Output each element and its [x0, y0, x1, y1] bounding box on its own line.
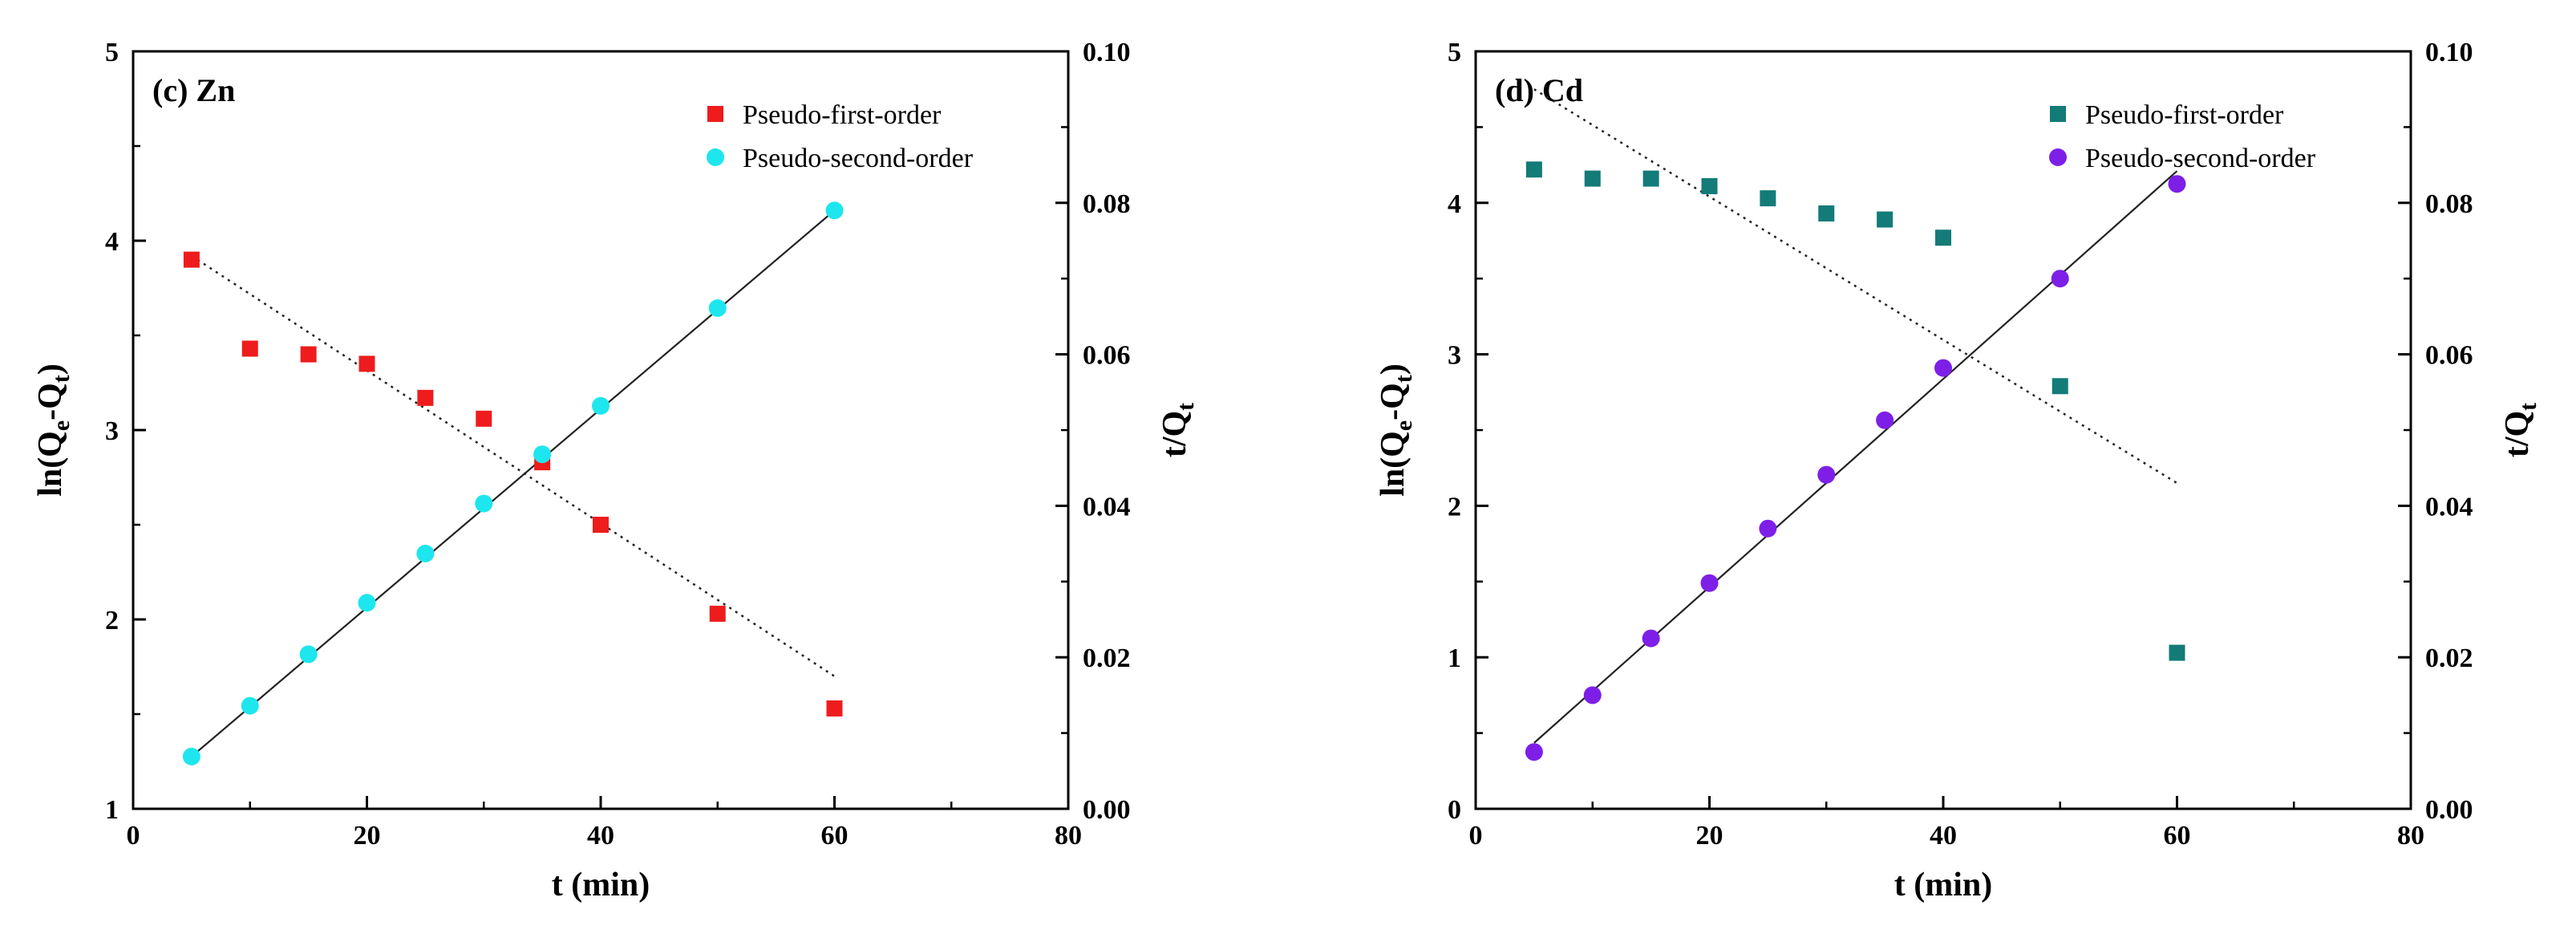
y-left-tick-label: 4: [1448, 189, 1461, 219]
x-tick-label: 80: [1055, 821, 1082, 851]
data-point: [476, 410, 492, 427]
data-point: [1642, 629, 1660, 648]
y-left-tick-label: 5: [1448, 38, 1461, 67]
legend-marker: [2049, 148, 2067, 166]
x-tick-label: 60: [2164, 821, 2191, 851]
data-point: [1876, 411, 1894, 429]
legend-label: Pseudo-first-order: [2085, 100, 2284, 130]
data-point: [2168, 175, 2186, 193]
data-point: [1583, 686, 1602, 704]
y-right-axis-title: t/Qt: [2499, 403, 2542, 457]
y-right-tick-label: 0.06: [2425, 341, 2473, 371]
y-right-tick-label: 0.02: [2425, 644, 2473, 673]
y-right-tick-label: 0.00: [1083, 795, 1131, 825]
data-point: [2169, 644, 2185, 661]
data-point: [1818, 205, 1835, 222]
y-left-axis-title: ln(Qe-Qt): [1375, 363, 1417, 497]
data-point: [708, 299, 727, 318]
y-right-tick-label: 0.10: [2425, 38, 2473, 67]
y-right-tick-label: 0.08: [2425, 189, 2473, 219]
legend-label: Pseudo-second-order: [743, 144, 974, 173]
legend-label: Pseudo-first-order: [743, 100, 942, 130]
x-tick-label: 0: [127, 821, 140, 851]
data-point: [1760, 190, 1776, 207]
legend-marker: [707, 106, 723, 122]
y-right-tick-label: 0.06: [1083, 341, 1131, 371]
y-right-tick-label: 0.10: [1083, 38, 1131, 67]
y-left-tick-label: 1: [105, 795, 119, 825]
data-point: [241, 696, 259, 715]
data-point: [709, 605, 726, 622]
series-first-order: [1525, 161, 2185, 661]
chart-panel-zn: 0 20 40 60 80 1 2 3 4 5 0.00 0.02 0.04 0.06 0.08 0.10 t …: [32, 38, 1199, 903]
data-point: [358, 594, 376, 612]
y-right-tick-label: 0.04: [1083, 492, 1131, 522]
data-point: [300, 346, 317, 363]
y-right-tick-label: 0.02: [1083, 644, 1131, 673]
data-point: [1935, 229, 1951, 246]
data-point: [2051, 378, 2068, 395]
fit-line-second-order: [191, 209, 836, 757]
y-right-tick-label: 0.08: [1083, 189, 1131, 219]
data-point: [299, 645, 318, 664]
x-tick-label: 40: [587, 821, 614, 851]
y-right-tick-label: 0.04: [2425, 492, 2473, 522]
data-point: [1642, 170, 1659, 187]
data-point: [417, 389, 434, 406]
data-point: [1759, 519, 1777, 538]
data-point: [1877, 211, 1894, 228]
series-second-order: [182, 201, 844, 765]
y-left-tick-label: 2: [1448, 492, 1461, 522]
x-tick-label: 60: [821, 821, 849, 851]
data-point: [1701, 178, 1718, 195]
data-point: [182, 747, 200, 765]
data-point: [1700, 574, 1719, 592]
x-tick-label: 20: [354, 821, 381, 851]
y-left-tick-label: 4: [105, 227, 119, 257]
series-second-order: [1525, 175, 2186, 761]
data-point: [183, 251, 200, 268]
data-point: [533, 445, 552, 464]
data-point: [1584, 170, 1601, 187]
data-point: [358, 355, 375, 372]
data-point: [241, 340, 258, 357]
y-right-axis-title: t/Qt: [1156, 403, 1199, 457]
x-tick-label: 80: [2397, 821, 2424, 851]
chart-panel-cd: 0 20 40 60 80 0 1 2 3 4 5 0.00 0.02 0.04 0.06 0.08 0.10 t…: [1375, 38, 2542, 903]
data-point: [1525, 161, 1542, 178]
data-point: [593, 517, 609, 533]
y-left-tick-label: 3: [105, 416, 119, 446]
data-point: [826, 700, 843, 717]
y-left-tick-label: 5: [105, 38, 119, 67]
data-point: [592, 396, 610, 415]
y-left-tick-label: 0: [1448, 795, 1461, 825]
x-axis-title: t (min): [1894, 867, 1992, 903]
x-tick-label: 40: [1930, 821, 1957, 851]
data-point: [1525, 743, 1543, 761]
y-left-tick-label: 1: [1448, 644, 1461, 673]
y-left-tick-label: 2: [105, 606, 119, 635]
y-left-axis-title: ln(Qe-Qt): [32, 363, 75, 497]
data-point: [475, 494, 493, 513]
x-tick-label: 0: [1469, 821, 1483, 851]
data-point: [2051, 270, 2069, 288]
panel-label: (c) Zn: [152, 72, 235, 108]
legend-label: Pseudo-second-order: [2085, 144, 2316, 173]
x-axis-title: t (min): [552, 867, 650, 903]
data-point: [1817, 465, 1836, 484]
y-left-tick-label: 3: [1448, 341, 1461, 371]
y-right-tick-label: 0.00: [2425, 795, 2473, 825]
x-tick-label: 20: [1696, 821, 1723, 851]
fit-line-second-order: [1533, 170, 2178, 744]
fit-line-first-order: [1533, 88, 2178, 485]
data-point: [1934, 359, 1952, 377]
data-point: [416, 544, 435, 562]
panel-label: (d) Cd: [1495, 72, 1583, 108]
legend-marker: [2050, 106, 2066, 122]
fit-line-first-order: [191, 254, 836, 677]
legend-marker: [707, 148, 724, 166]
data-point: [825, 201, 844, 220]
